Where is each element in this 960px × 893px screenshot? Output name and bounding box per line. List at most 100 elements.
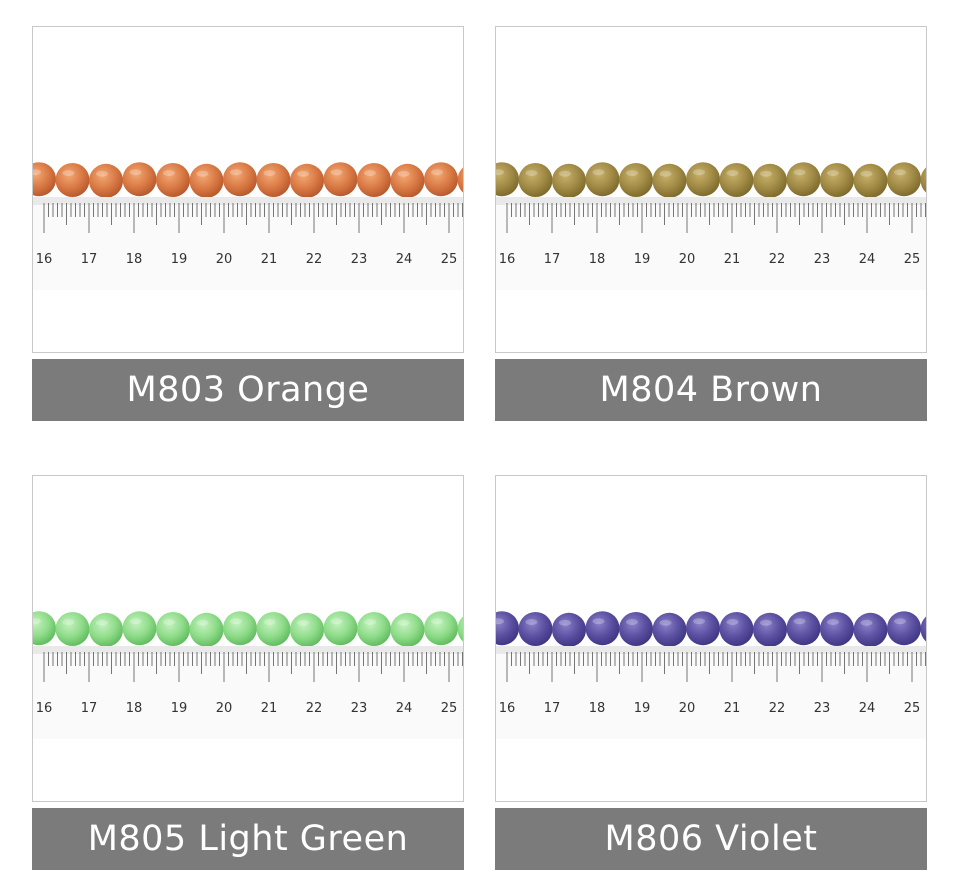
product-photo: 16 17 18 19 20 21 22 23 24 25 bbox=[32, 475, 464, 802]
bead bbox=[753, 163, 787, 198]
bead bbox=[619, 612, 653, 646]
bead-sheen bbox=[496, 618, 504, 625]
bead bbox=[122, 611, 157, 646]
ruler-number: 20 bbox=[679, 701, 696, 716]
product-photo: 16 17 18 19 20 21 22 23 24 25 bbox=[495, 26, 927, 353]
bead bbox=[256, 612, 291, 646]
bead bbox=[496, 611, 519, 646]
ruler-number: 25 bbox=[441, 252, 458, 267]
ruler-edge bbox=[33, 646, 463, 654]
bead-sheen bbox=[96, 170, 108, 177]
bead bbox=[820, 612, 854, 646]
bead-sheen bbox=[62, 170, 75, 176]
bead bbox=[290, 612, 324, 647]
bead bbox=[424, 162, 458, 197]
bead-strand-on-ruler: 16 17 18 19 20 21 22 23 24 25 bbox=[496, 611, 926, 739]
ruler-body bbox=[496, 205, 926, 290]
bead-sheen bbox=[860, 619, 873, 626]
ruler-number: 18 bbox=[589, 252, 606, 267]
ruler-number: 23 bbox=[814, 252, 831, 267]
bead bbox=[390, 612, 425, 647]
ruler-edge bbox=[496, 646, 926, 654]
bead bbox=[323, 162, 358, 197]
bead-sheen bbox=[62, 619, 75, 625]
bead-sheen bbox=[330, 618, 343, 625]
ruler-edge bbox=[496, 197, 926, 205]
ruler-number: 17 bbox=[544, 701, 561, 716]
bead bbox=[33, 611, 56, 646]
product-label: M805 Light Green bbox=[32, 808, 464, 870]
ruler-number: 21 bbox=[724, 252, 741, 267]
bead-sheen bbox=[496, 169, 504, 176]
bead-sheen bbox=[559, 619, 571, 626]
ruler-number: 20 bbox=[679, 252, 696, 267]
bead bbox=[887, 611, 921, 646]
bead bbox=[357, 612, 391, 646]
bead bbox=[189, 612, 224, 647]
bead bbox=[55, 612, 90, 646]
bead-sheen bbox=[364, 170, 376, 176]
bead-sheen bbox=[196, 170, 209, 177]
ruler-number: 17 bbox=[81, 701, 98, 716]
bead-sheen bbox=[760, 170, 772, 177]
ruler-number: 22 bbox=[306, 701, 323, 716]
ruler-edge bbox=[33, 197, 463, 205]
bead bbox=[887, 162, 921, 197]
bead bbox=[89, 612, 123, 647]
product-photo: 16 17 18 19 20 21 22 23 24 25 bbox=[32, 26, 464, 353]
bead bbox=[585, 162, 620, 197]
bead bbox=[290, 163, 324, 198]
bead-sheen bbox=[196, 619, 209, 626]
bead-sheen bbox=[894, 169, 906, 176]
ruler-number: 25 bbox=[904, 701, 921, 716]
bead bbox=[719, 612, 754, 646]
ruler-number: 25 bbox=[441, 701, 458, 716]
bead bbox=[156, 163, 190, 197]
bead bbox=[518, 163, 553, 197]
bead-sheen bbox=[693, 618, 705, 625]
bead-sheen bbox=[397, 170, 410, 177]
ruler-number: 16 bbox=[499, 701, 516, 716]
bead-sheen bbox=[525, 170, 538, 176]
bead bbox=[256, 163, 291, 197]
bead-sheen bbox=[263, 170, 276, 176]
bead bbox=[652, 612, 687, 647]
ruler-ticks bbox=[43, 652, 463, 682]
ruler-body bbox=[33, 654, 463, 739]
ruler-number: 20 bbox=[216, 701, 233, 716]
ruler-number: 19 bbox=[634, 252, 651, 267]
bead-sheen bbox=[894, 618, 906, 625]
ruler-number: 23 bbox=[351, 701, 368, 716]
ruler-number: 18 bbox=[126, 252, 143, 267]
bead-sheen bbox=[592, 169, 605, 176]
bead bbox=[820, 163, 854, 197]
ruler-number: 19 bbox=[634, 701, 651, 716]
product-label: M804 Brown bbox=[495, 359, 927, 421]
ruler-number: 22 bbox=[306, 252, 323, 267]
product-label: M803 Orange bbox=[32, 359, 464, 421]
bead bbox=[585, 611, 620, 646]
ruler-number: 25 bbox=[904, 252, 921, 267]
bead-sheen bbox=[431, 618, 443, 625]
bead-sheen bbox=[163, 619, 175, 625]
ruler-number: 17 bbox=[544, 252, 561, 267]
ruler-number: 16 bbox=[499, 252, 516, 267]
ruler-number: 24 bbox=[396, 701, 413, 716]
bead-sheen bbox=[230, 618, 242, 625]
bead bbox=[323, 611, 358, 646]
bead bbox=[686, 611, 720, 646]
bead bbox=[223, 162, 257, 197]
ruler-body bbox=[496, 654, 926, 739]
bead-sheen bbox=[860, 170, 873, 177]
bead bbox=[223, 611, 257, 646]
bead-strand-on-ruler: 16 17 18 19 20 21 22 23 24 25 bbox=[33, 162, 463, 290]
bead-sheen bbox=[33, 618, 41, 625]
bead-sheen bbox=[693, 169, 705, 176]
bead-sheen bbox=[659, 619, 672, 626]
ruler-number: 18 bbox=[589, 701, 606, 716]
bead-sheen bbox=[96, 619, 108, 626]
ruler-number: 19 bbox=[171, 701, 188, 716]
bead bbox=[122, 162, 157, 197]
bead bbox=[552, 612, 586, 647]
bead-sheen bbox=[431, 169, 443, 176]
